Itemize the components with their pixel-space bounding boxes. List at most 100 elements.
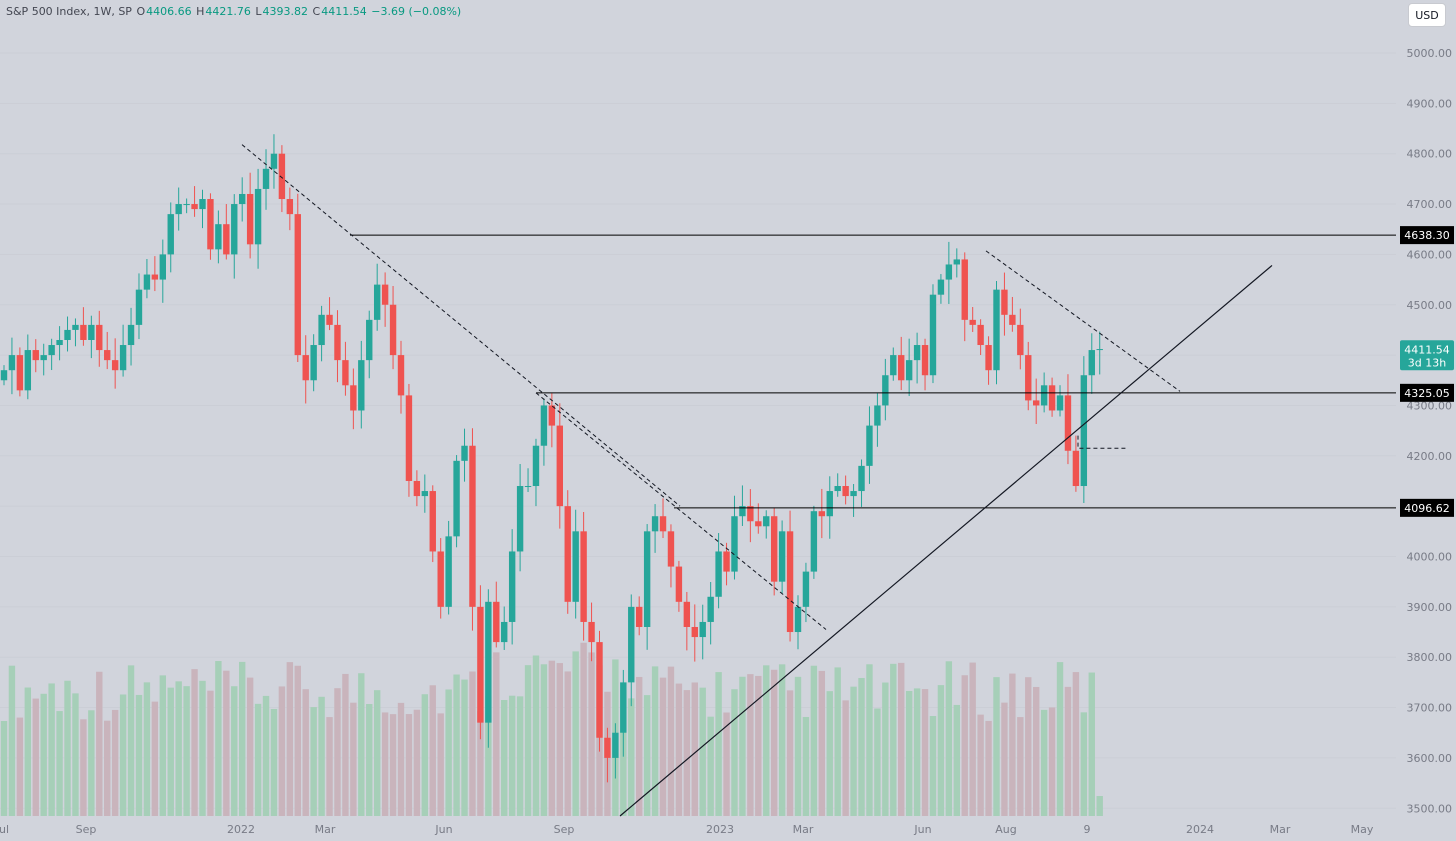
candle-body (540, 405, 548, 446)
candle (905, 338, 913, 397)
candle-body (183, 204, 190, 206)
candle-body (32, 350, 39, 361)
candle-body (636, 606, 643, 627)
candle (334, 310, 341, 383)
volume-bar (921, 689, 929, 816)
volume-bar (1001, 702, 1008, 816)
volume-bar (40, 693, 47, 816)
price-tick-label: 4000.00 (1407, 551, 1453, 564)
candle (516, 464, 524, 572)
volume-bar (929, 715, 937, 816)
dashed-trendline (535, 392, 827, 630)
candle-body (818, 511, 826, 517)
candle-body (1072, 450, 1080, 487)
volume-bar (389, 714, 397, 816)
candle-body (477, 606, 484, 723)
candle-body (755, 521, 762, 527)
candle (302, 335, 309, 404)
candle-body (929, 294, 937, 376)
volume-bar (556, 663, 563, 816)
volume-bar (485, 696, 492, 816)
volume-bar (763, 665, 770, 816)
candle (246, 172, 254, 259)
candle (715, 533, 722, 609)
volume-bar (898, 662, 905, 816)
volume-bar (239, 661, 246, 816)
candle (1088, 333, 1095, 394)
trendlines (241, 144, 1273, 817)
candle-body (604, 737, 611, 758)
price-axis-bg (1396, 0, 1456, 841)
candle (651, 504, 659, 553)
volume-bar (810, 665, 818, 816)
candle (1017, 308, 1024, 370)
candle (239, 177, 246, 222)
volume-bar (119, 694, 127, 816)
candle (604, 727, 611, 783)
candle (1064, 374, 1072, 465)
candle (548, 393, 556, 448)
last-price-text: 4411.54 (1404, 343, 1450, 356)
candle-body (770, 516, 778, 582)
volume-bar (508, 695, 516, 816)
candle (183, 198, 190, 214)
volume-bar (159, 675, 166, 816)
volume-bar (985, 720, 992, 816)
volume-bar (691, 682, 698, 816)
volume-bars (0, 642, 1103, 816)
candle-body (945, 264, 953, 280)
candle-body (469, 445, 476, 607)
volume-bar (183, 686, 190, 816)
candle-body (548, 405, 556, 426)
candle (0, 365, 8, 386)
candle-body (429, 491, 436, 552)
candle (945, 241, 953, 304)
volume-bar (167, 687, 174, 816)
level-price-tag: 4638.30 (1400, 226, 1454, 245)
candle (80, 307, 87, 346)
candle-body (937, 279, 945, 295)
volume-bar (207, 690, 214, 816)
candle-body (1001, 289, 1008, 315)
candle (691, 604, 698, 662)
time-tick-label: Mar (1270, 823, 1291, 836)
candle (310, 334, 317, 392)
candle-body (898, 355, 905, 381)
candle-body (104, 350, 111, 361)
volume-bar (953, 704, 960, 816)
candle-body (699, 621, 706, 638)
candle (262, 149, 270, 210)
volume-bar (453, 674, 460, 816)
candle (540, 398, 548, 466)
volume-bar (56, 711, 63, 816)
candle-body (628, 606, 635, 683)
ohlc-legend: S&P 500 Index, 1W, SP O4406.66 H4421.76 … (6, 5, 462, 18)
candle-body (246, 193, 254, 245)
candle-body (294, 214, 301, 356)
candle-body (151, 274, 159, 280)
candle-body (993, 289, 1000, 371)
candle (564, 490, 571, 614)
candle (508, 529, 516, 645)
candle-body (532, 445, 540, 487)
currency-button[interactable]: USD (1408, 3, 1446, 27)
price-tick-label: 3600.00 (1407, 752, 1453, 765)
candle (794, 595, 802, 650)
symbol-label: S&P 500 Index, 1W, SP (6, 5, 132, 18)
candle-body (310, 345, 317, 381)
volume-bar (564, 671, 571, 816)
candle (953, 248, 960, 278)
candle (667, 524, 675, 588)
candle-body (905, 360, 913, 381)
volume-bar (850, 686, 857, 816)
candle (135, 273, 143, 340)
last-price-bg (1400, 340, 1454, 371)
candle (493, 581, 500, 648)
volume-bar (961, 675, 968, 816)
candle-body (223, 224, 230, 255)
volume-bar (302, 689, 309, 816)
candle (770, 507, 778, 596)
candle (596, 630, 603, 752)
